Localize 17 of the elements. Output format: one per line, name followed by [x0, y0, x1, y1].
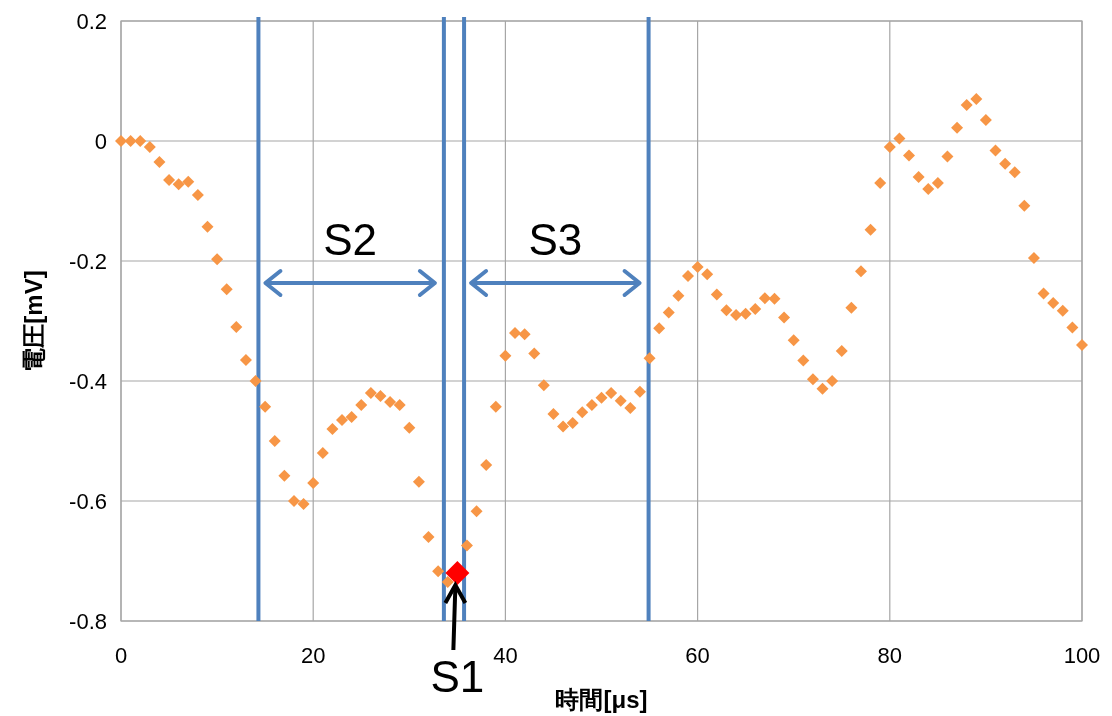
y-tick-label: 0 [94, 129, 107, 154]
y-axis-title: 電圧[mV] [20, 270, 47, 372]
annotation: S3 [528, 215, 583, 264]
x-tick-label: 80 [877, 643, 903, 668]
x-axis-title: 時間[μs] [555, 686, 648, 713]
y-tick-label: -0.2 [69, 249, 107, 274]
y-tick-label: -0.6 [69, 489, 107, 514]
y-tick-label: -0.4 [69, 369, 107, 394]
x-tick-label: 100 [1063, 643, 1101, 668]
x-tick-label: 60 [685, 643, 710, 668]
x-tick-label: 40 [493, 643, 518, 668]
x-tick-label: 0 [114, 643, 128, 668]
annotation: S1 [430, 652, 485, 701]
y-tick-label: 0.2 [76, 9, 107, 34]
x-tick-label: 20 [300, 643, 326, 668]
y-tick-label: -0.8 [69, 609, 107, 634]
annotation: S2 [323, 215, 378, 264]
